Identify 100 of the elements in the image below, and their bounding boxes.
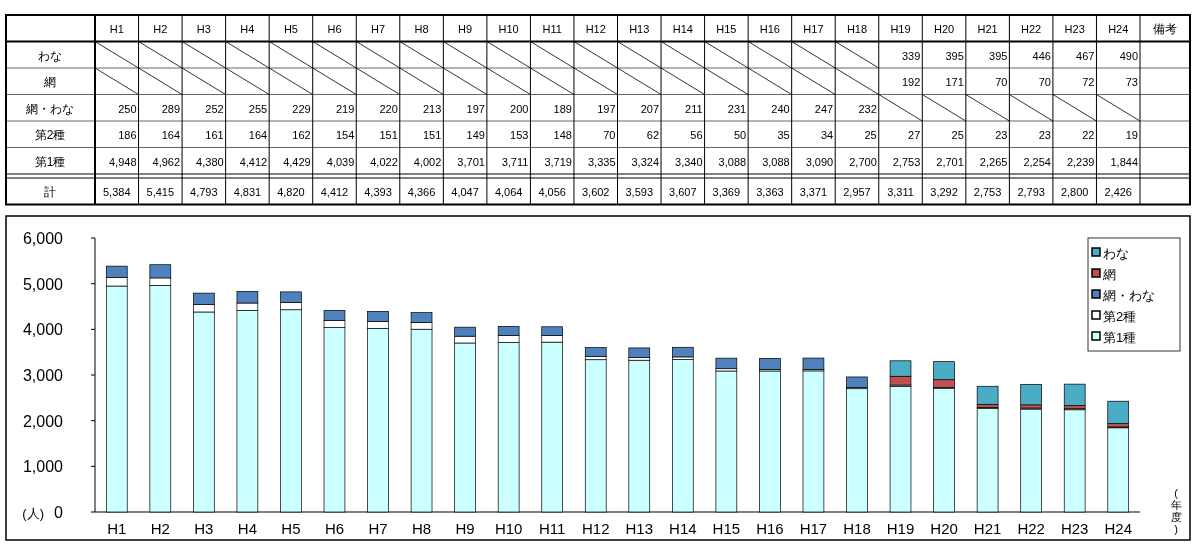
category-label: H2 <box>153 23 168 36</box>
y-tick-label: 4,000 <box>22 321 64 339</box>
text: 4,412 <box>320 186 349 199</box>
data-label: 186 <box>118 129 137 142</box>
x-tick-label: H3 <box>194 520 214 537</box>
category-label: H18 <box>846 23 868 36</box>
legend-label: 網・わな <box>1102 288 1155 303</box>
text: 計 <box>44 185 56 200</box>
data-label: 171 <box>945 76 964 89</box>
data-label: 207 <box>640 102 660 115</box>
text: 4,366 <box>407 186 436 199</box>
text: 3,311 <box>887 186 914 199</box>
text: 2,957 <box>843 186 871 199</box>
data-label: 213 <box>422 102 442 115</box>
x-tick-label: H7 <box>368 520 388 537</box>
data-label: 4,022 <box>370 155 398 168</box>
data-label: 220 <box>379 102 398 115</box>
data-label: 4,429 <box>283 155 311 168</box>
text: 3,602 <box>581 186 610 199</box>
x-tick-label: H20 <box>930 520 958 537</box>
data-label: 3,719 <box>544 155 572 168</box>
text: 2,800 <box>1060 186 1089 199</box>
data-label: 2,701 <box>936 155 964 168</box>
x-tick-label: H23 <box>1060 520 1089 537</box>
data-label: 2,753 <box>892 155 921 168</box>
data-label: 161 <box>205 129 224 142</box>
data-label: 189 <box>553 102 572 115</box>
x-tick-label: H9 <box>455 520 475 537</box>
x-tick-label: H24 <box>1104 520 1132 537</box>
data-label: 446 <box>1032 49 1051 62</box>
y-tick-label: 1,000 <box>22 458 64 476</box>
category-label: H22 <box>1021 23 1042 36</box>
data-label: 255 <box>248 102 268 115</box>
x-tick-label: H11 <box>538 520 566 537</box>
category-label: H11 <box>542 23 562 36</box>
category-label: H4 <box>240 23 255 36</box>
data-label: 250 <box>118 102 137 115</box>
data-label: 162 <box>292 129 311 142</box>
data-label: 151 <box>379 129 398 142</box>
legend-label: 第2種 <box>1103 309 1137 324</box>
text: 3,292 <box>930 186 958 199</box>
data-label: 192 <box>901 76 921 89</box>
data-label: 395 <box>989 49 1008 62</box>
data-label: 395 <box>945 49 964 62</box>
data-label: 211 <box>685 102 703 115</box>
category-label: H20 <box>933 23 955 36</box>
data-label: 3,340 <box>675 155 703 168</box>
data-label: 22 <box>1082 129 1095 142</box>
data-label: 339 <box>901 49 921 62</box>
legend-label: 網 <box>1102 267 1116 282</box>
legend-label: わな <box>1103 246 1129 261</box>
text: 2,793 <box>1017 186 1045 199</box>
x-tick-label: H8 <box>411 520 432 537</box>
data-label: 148 <box>553 129 572 142</box>
data-label: 23 <box>995 129 1008 142</box>
x-tick-label: H15 <box>712 520 741 537</box>
category-label: H9 <box>458 23 473 36</box>
category-label: H13 <box>629 23 650 36</box>
data-label: 19 <box>1125 129 1138 142</box>
data-label: 4,948 <box>109 155 137 168</box>
category-label: H21 <box>977 23 998 36</box>
category-label: H10 <box>498 23 519 36</box>
data-label: 3,088 <box>718 155 747 168</box>
data-label: 23 <box>1038 129 1051 142</box>
y-tick-label: 2,000 <box>22 412 64 430</box>
data-label: 35 <box>777 129 790 142</box>
data-label: 153 <box>510 129 529 142</box>
x-tick-label: H14 <box>669 520 697 537</box>
text: 3,371 <box>799 186 828 199</box>
text: 第1種 <box>34 154 66 169</box>
x-tick-label: H21 <box>973 520 1002 537</box>
y-tick-label: 6,000 <box>22 230 64 247</box>
text: 網 <box>44 75 56 90</box>
data-label: 50 <box>733 129 747 142</box>
y-tick-label: 5,000 <box>22 275 64 293</box>
x-tick-label: H17 <box>799 520 828 537</box>
text: 3,593 <box>625 186 654 199</box>
data-label: 4,380 <box>196 155 224 168</box>
category-label: H8 <box>414 23 429 36</box>
text: 3,369 <box>712 186 741 199</box>
data-label: 151 <box>422 129 442 142</box>
category-label: H24 <box>1108 23 1129 36</box>
text: 4,831 <box>233 186 262 199</box>
legend-label: 第1種 <box>1103 330 1137 345</box>
data-label: 247 <box>814 102 834 115</box>
data-label: 2,254 <box>1023 155 1051 168</box>
category-label: H19 <box>890 23 911 36</box>
text: 4,393 <box>364 186 392 199</box>
data-label: 4,002 <box>413 155 442 168</box>
x-tick-label: H6 <box>324 520 345 537</box>
data-label: 70 <box>603 129 616 142</box>
text: 4,064 <box>494 186 523 199</box>
data-label: 467 <box>1076 49 1095 62</box>
data-label: 72 <box>1082 76 1095 89</box>
x-tick-label: H1 <box>107 520 127 537</box>
data-label: 2,239 <box>1066 155 1095 168</box>
data-label: 2,265 <box>979 155 1008 168</box>
text: 3,607 <box>669 186 697 199</box>
x-tick-label: H18 <box>843 520 871 537</box>
data-label: 231 <box>727 102 747 115</box>
